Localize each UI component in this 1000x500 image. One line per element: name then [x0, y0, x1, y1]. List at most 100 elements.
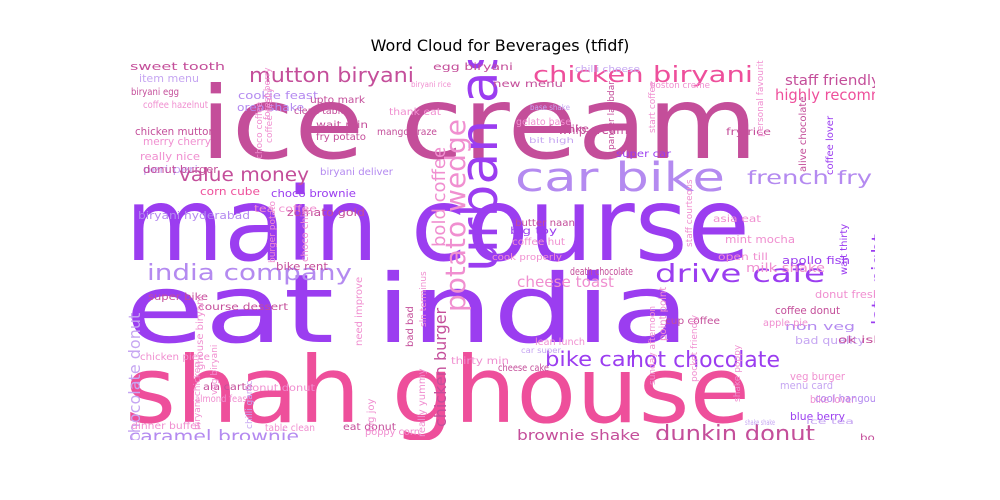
cloud-word: cup coffee	[665, 316, 720, 327]
cloud-word: staff friendly	[785, 73, 875, 89]
cloud-word: ok ish	[838, 335, 875, 346]
cloud-word: ice cream	[200, 65, 758, 182]
cloud-word: alive chocolate	[798, 97, 809, 172]
chart-title: Word Cloud for Beverages (tfidf)	[370, 36, 630, 55]
cloud-word: death chocolate	[570, 265, 633, 278]
cloud-word: need improve	[354, 277, 365, 346]
cloud-word: zomato gold	[287, 206, 365, 219]
cloud-word: upto mark	[310, 95, 365, 106]
cloud-word: whip cream	[558, 123, 628, 137]
cloud-word: book table	[860, 433, 875, 440]
cloud-word: blue berry	[790, 410, 845, 423]
cloud-word: coffee really	[265, 87, 275, 143]
cloud-word: cookie feast	[238, 89, 319, 102]
cloud-word: clean table	[294, 106, 346, 117]
cloud-word: boston creme	[650, 81, 710, 91]
cloud-word: pocket friendly	[690, 314, 700, 382]
cloud-word: coffee donut	[775, 304, 841, 317]
cloud-word: ala carte	[203, 382, 253, 393]
cloud-word: shah ghouse	[125, 337, 750, 440]
cloud-word: open till	[718, 252, 768, 263]
cloud-word: ghouse biryani	[195, 296, 206, 370]
cloud-word: late night	[868, 234, 875, 325]
cloud-word: biryani deliver	[320, 167, 394, 178]
cloud-word: non veg	[785, 320, 855, 333]
cloud-word: big joy	[366, 398, 377, 432]
cloud-word: chicken piece	[140, 352, 210, 363]
cloud-word: drive cafe	[655, 259, 825, 288]
cloud-word: coffee hut	[512, 237, 565, 248]
cloud-word: chicken burger	[431, 307, 450, 427]
cloud-word: bold coffee	[429, 147, 450, 247]
cloud-word: brownie shake	[517, 428, 640, 440]
cloud-word: almond feast	[195, 394, 250, 405]
cloud-word: chocolate donut	[125, 313, 144, 440]
cloud-word: wait thirty	[839, 224, 850, 275]
cloud-word: milk shake	[746, 261, 825, 275]
cloud-word: cheese toast	[517, 273, 614, 291]
cloud-word: asia eat	[713, 214, 761, 225]
cloud-word: apollo fish	[782, 254, 850, 267]
cloud-word: merry cherry	[143, 135, 211, 148]
cloud-word: value money	[179, 164, 309, 186]
cloud-word: biryani egg	[131, 87, 179, 98]
cloud-word: urban asia	[450, 60, 510, 272]
cloud-word: base shake	[530, 103, 570, 112]
cloud-word: chilli cheese	[575, 65, 641, 75]
cloud-word: menu card	[780, 379, 833, 392]
cloud-word: mint mocha	[725, 233, 795, 246]
cloud-word: ice tea	[806, 417, 854, 426]
cloud-word: super bike	[148, 292, 208, 303]
cloud-word: personal favourite	[756, 60, 766, 137]
cloud-word: tea coffee	[254, 204, 317, 215]
cloud-word: oreo shake	[237, 101, 304, 114]
cloud-word: eat india	[125, 255, 690, 365]
cloud-word: bike lover	[810, 393, 855, 406]
cloud-word: table clean	[265, 423, 315, 434]
cloud-word: burger potato	[268, 200, 278, 263]
cloud-word: fry potato	[316, 132, 366, 143]
cloud-word: donut donut	[245, 383, 315, 394]
cloud-word: sln terminus	[419, 271, 429, 327]
cloud-word: staff courteous	[685, 179, 695, 247]
cloud-word: dunkin donut	[655, 422, 815, 440]
cloud-word: course dessert	[198, 302, 288, 313]
cloud-word: sweet tooth	[130, 60, 225, 73]
cloud-word: egg biryani	[433, 62, 513, 73]
cloud-word: wait min	[316, 120, 368, 131]
cloud-word: coffee lover	[825, 115, 836, 175]
cloud-word: lean lunch	[535, 337, 585, 348]
cloud-word: point point	[658, 287, 669, 341]
cloud-word: choco coffee	[255, 101, 265, 159]
cloud-word: cheese cake	[498, 363, 549, 374]
cloud-word: corn cube	[200, 185, 260, 198]
cloud-word: potato wedge	[439, 119, 472, 312]
cloud-word: butter naan	[515, 218, 575, 229]
cloud-word: mutton biryani	[249, 63, 414, 87]
cloud-word: india company	[147, 261, 352, 286]
cloud-word: eat donut	[343, 422, 396, 433]
cloud-word: fry rice	[726, 127, 771, 138]
cloud-word: chicken mutton	[135, 125, 215, 138]
cloud-word: thirty min	[451, 356, 509, 367]
cloud-word: paneer labbdar	[607, 81, 617, 150]
cloud-word: sunday afternoon	[648, 306, 658, 385]
cloud-word: biryani chicken	[193, 362, 203, 430]
cloud-word: peri peri	[143, 163, 198, 176]
cloud-word: apple pie	[763, 318, 808, 329]
cloud-word: bad quality	[795, 334, 866, 347]
cloud-word: cook properly	[492, 253, 563, 263]
cloud-word: really yummy	[417, 368, 428, 437]
cloud-word: poppy corn	[365, 427, 420, 438]
cloud-word: thank eat	[389, 107, 441, 118]
cloud-word: veg burger	[790, 370, 845, 383]
cloud-word: really nice	[140, 150, 200, 163]
cloud-word: hot chocolate	[630, 348, 780, 373]
cloud-word: new menu	[493, 79, 563, 90]
cloud-word: bad bad	[405, 306, 416, 347]
word-cloud: ice cream main course eat india shah ghouse…	[125, 60, 875, 440]
cloud-word: biryani hyderabad	[138, 209, 250, 222]
cloud-word: biryani rice	[411, 80, 451, 89]
cloud-word: highly recommend	[775, 86, 875, 104]
